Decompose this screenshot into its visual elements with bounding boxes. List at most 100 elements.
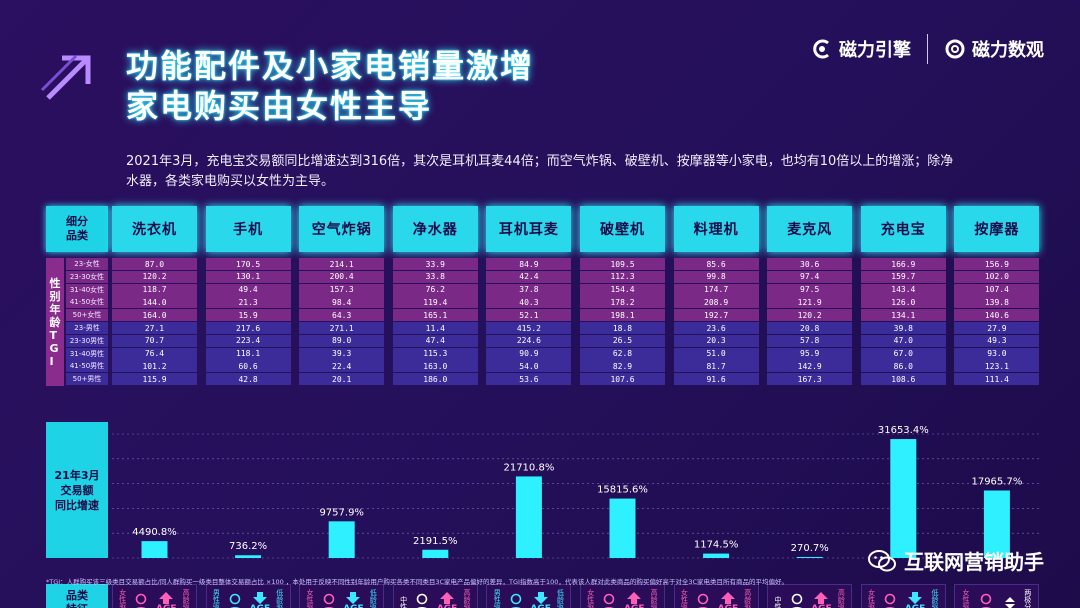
dual-arrow-icon	[1004, 597, 1015, 608]
tgi-cell: 120.2	[112, 270, 197, 283]
tgi-cell: 57.8	[767, 334, 853, 347]
tgi-cell: 33.8	[392, 270, 478, 283]
category-header-5: 耳机耳麦	[486, 206, 572, 252]
woman-icon	[323, 593, 334, 608]
age-word: AGE	[250, 604, 271, 608]
woman-icon	[604, 593, 615, 608]
bar-6	[609, 498, 636, 558]
category-header-3: 空气炸锅	[299, 206, 385, 252]
arrow-up-icon	[159, 592, 174, 604]
bar-value-label: 17965.7%	[971, 476, 1022, 487]
arrow-up-icon	[440, 592, 455, 604]
bar-9	[890, 439, 917, 558]
tgi-cell: 192.7	[673, 309, 759, 322]
age-tag: 高龄驱动	[462, 589, 471, 608]
gender-tag: 女性驱动	[118, 589, 127, 608]
feature-cell: 女性驱动 两极分散	[954, 584, 1040, 608]
bar-2	[235, 555, 262, 558]
tgi-cell: 52.1	[486, 309, 572, 322]
intro-text: 2021年3月，充电宝交易额同比增速达到316倍，其次是耳机耳麦44倍；而空气炸…	[126, 154, 954, 189]
gender-tag: 男性驱动	[212, 589, 221, 608]
tgi-cell: 157.3	[299, 283, 385, 296]
tgi-cell: 64.3	[299, 309, 385, 322]
chart-y-label: 21年3月 交易额 同比增速	[46, 422, 108, 558]
bar-value-label: 9757.9%	[319, 507, 364, 518]
tgi-cell: 60.6	[205, 360, 291, 373]
gender-tag: 男性驱动	[493, 589, 502, 608]
bar-value-label: 4490.8%	[132, 527, 177, 538]
tgi-cell: 85.6	[673, 258, 759, 270]
tgi-cell: 90.9	[486, 347, 572, 360]
tgi-cell: 20.8	[767, 322, 853, 334]
brand-cili-shuguan: 磁力数观	[944, 36, 1044, 62]
tgi-cell: 49.3	[954, 334, 1040, 347]
tgi-cell: 54.0	[486, 360, 572, 373]
age-indicator: AGE	[718, 592, 738, 608]
age-tag: 高龄驱动	[837, 589, 846, 608]
feature-cell: 女性驱动 AGE 高龄驱动	[580, 584, 665, 608]
tgi-cell: 154.4	[580, 283, 665, 296]
category-header-7: 料理机	[673, 206, 759, 252]
tgi-cell: 223.4	[205, 334, 291, 347]
tgi-cell: 101.2	[112, 360, 197, 373]
segment-label: 23-30女性	[66, 270, 108, 283]
age-indicator: AGE	[905, 592, 926, 608]
tgi-cell: 89.0	[299, 334, 385, 347]
tgi-cell: 140.6	[954, 309, 1040, 322]
tgi-cell: 76.2	[392, 283, 478, 296]
tgi-cell: 119.4	[392, 296, 478, 309]
bar-4	[422, 549, 449, 558]
tgi-cell: 163.0	[392, 360, 478, 373]
tgi-cell: 37.8	[486, 283, 572, 296]
arrow-up-icon	[627, 592, 642, 604]
tgi-cell: 39.8	[860, 322, 946, 334]
woman-icon	[980, 593, 992, 608]
age-indicator: AGE	[811, 592, 832, 608]
footnote: *TGI：人群购买该三级类目交易额占比/同人群购买一级类目整体交易额占比 ×10…	[46, 578, 789, 586]
feature-cell: 男性驱动 AGE 低龄驱动	[486, 584, 572, 608]
segment-label: 50+男性	[66, 373, 108, 386]
tgi-cell: 93.0	[954, 347, 1040, 360]
age-tag: 高龄驱动	[743, 589, 752, 608]
tgi-cell: 165.1	[392, 309, 478, 322]
tgi-cell: 186.0	[392, 373, 478, 386]
tgi-cell: 86.0	[860, 360, 946, 373]
brand2-text: 磁力数观	[972, 40, 1044, 61]
segment-label: 31-40男性	[66, 347, 108, 360]
tgi-cell: 126.0	[860, 296, 946, 309]
tgi-cell: 97.5	[767, 283, 853, 296]
tgi-cell: 33.9	[392, 258, 478, 270]
age-word: AGE	[156, 604, 177, 608]
segment-label: 23-女性	[66, 258, 108, 270]
tgi-cell: 170.5	[205, 258, 291, 270]
tgi-cell: 167.3	[767, 373, 853, 386]
tgi-cell: 107.4	[954, 283, 1040, 296]
tgi-cell: 200.4	[299, 270, 385, 283]
feature-cell: 女性驱动 AGE 高龄驱动	[673, 584, 759, 608]
age-word: AGE	[905, 604, 926, 608]
tgi-cell: 208.9	[673, 296, 759, 309]
arrow-up-icon	[720, 592, 735, 604]
tgi-cell: 102.0	[954, 270, 1040, 283]
tgi-cell: 123.1	[954, 360, 1040, 373]
wechat-icon	[868, 549, 896, 571]
tgi-cell: 121.9	[767, 296, 853, 309]
page-title: 功能配件及小家电销量激增 家电购买由女性主导	[126, 46, 534, 126]
cili-shuguan-logo-icon	[945, 39, 965, 59]
tgi-cell: 164.0	[112, 309, 197, 322]
gender-tag: 女性驱动	[680, 589, 689, 608]
category-header-9: 充电宝	[860, 206, 946, 252]
tgi-cell: 174.7	[673, 283, 759, 296]
age-word: AGE	[811, 604, 832, 608]
tgi-cell: 120.2	[767, 309, 853, 322]
tgi-cell: 99.8	[673, 270, 759, 283]
feature-cell: 女性驱动 AGE 低龄驱动	[299, 584, 385, 608]
tgi-cell: 118.7	[112, 283, 197, 296]
tgi-cell: 109.5	[580, 258, 665, 270]
tgi-cell: 142.9	[767, 360, 853, 373]
tgi-cell: 224.6	[486, 334, 572, 347]
segment-label: 41-50男性	[66, 360, 108, 373]
watermark-text: 互联网营销助手	[904, 550, 1044, 574]
age-indicator: AGE	[156, 592, 177, 608]
